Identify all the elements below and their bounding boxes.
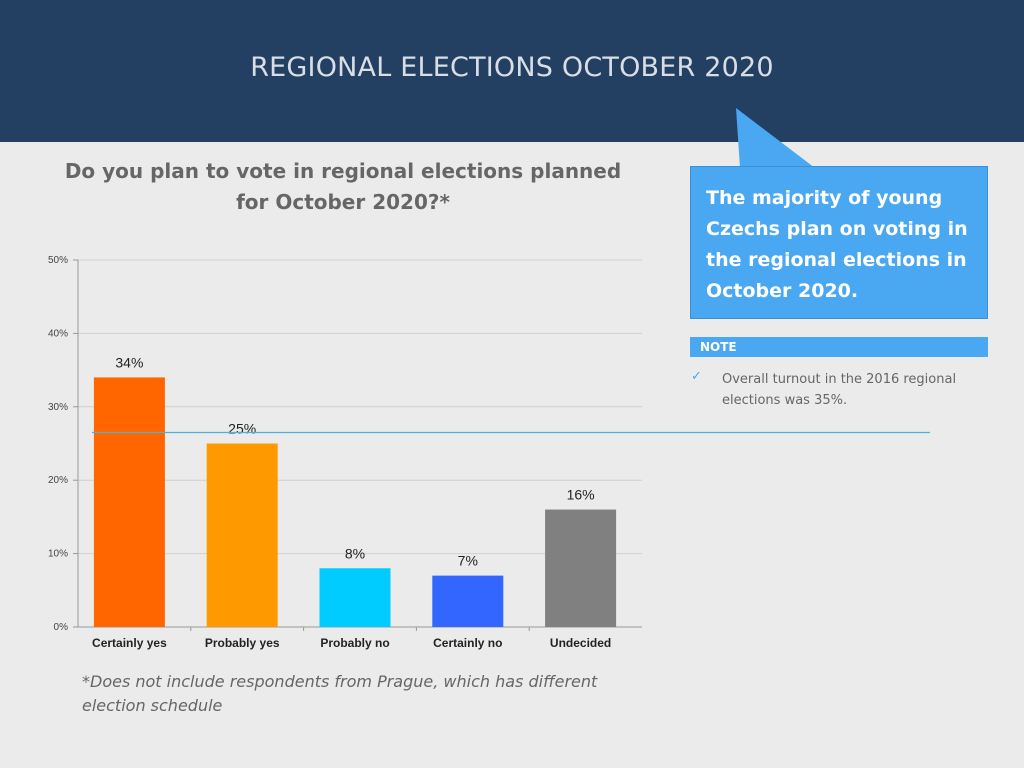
note-label: NOTE [690, 337, 988, 357]
y-tick-label: 20% [48, 475, 68, 486]
bar-probably-no [320, 568, 391, 627]
x-tick-label: Certainly yes [92, 636, 167, 650]
y-tick-label: 0% [54, 622, 69, 633]
data-label: 7% [458, 553, 478, 569]
data-label: 8% [345, 545, 365, 561]
footnote: *Does not include respondents from Pragu… [82, 670, 642, 718]
y-tick-label: 40% [48, 328, 68, 339]
callout-text: The majority of young Czechs plan on vot… [706, 183, 976, 307]
y-tick-label: 50% [48, 255, 68, 266]
y-tick-label: 10% [48, 549, 68, 560]
note-text: Overall turnout in the 2016 regional ele… [722, 369, 982, 411]
bar-undecided [545, 510, 616, 627]
y-tick-label: 30% [48, 402, 68, 413]
callout-box: The majority of young Czechs plan on vot… [690, 166, 988, 319]
data-label: 34% [115, 354, 143, 370]
check-icon: ✓ [691, 369, 702, 384]
x-tick-label: Undecided [550, 636, 611, 650]
x-tick-label: Probably no [320, 636, 389, 650]
x-tick-label: Certainly no [433, 636, 502, 650]
data-label: 16% [567, 487, 595, 503]
bar-certainly-yes [94, 377, 165, 627]
bar-certainly-no [432, 576, 503, 627]
x-tick-label: Probably yes [205, 636, 280, 650]
bar-probably-yes [207, 444, 278, 628]
data-label: 25% [228, 421, 256, 437]
